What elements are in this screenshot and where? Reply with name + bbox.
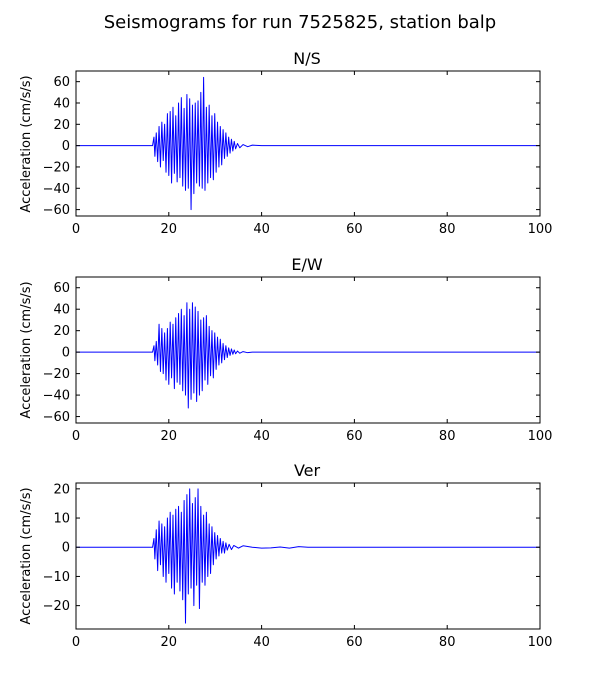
y-tick-label-ns-20: 20 — [53, 118, 70, 133]
y-tick-label-ver-10: 10 — [53, 512, 70, 527]
panel-title-ver: Ver — [294, 461, 321, 480]
x-tick-label-ver-20: 20 — [161, 635, 178, 650]
panel-ver: Ver Acceleration (cm/s/s) 0 20 40 60 80 100−2… — [19, 461, 552, 650]
y-tick-label-ns-60: 60 — [53, 75, 70, 90]
panel-ew: E/W Acceleration (cm/s/s) 0 20 40 60 80 100 −6… — [19, 255, 552, 444]
y-tick-label-ns-40: 40 — [53, 96, 70, 111]
y-axis-label-ns: Acceleration (cm/s/s) — [19, 75, 34, 212]
x-tick-label-ver-0: 0 — [72, 635, 80, 650]
x-tick-label-ns-20: 20 — [161, 222, 178, 237]
y-tick-label-ver--10: −10 — [43, 570, 70, 585]
y-tick-label-ew-20: 20 — [53, 324, 70, 339]
y-tick-label-ew--60: −60 — [43, 410, 70, 425]
x-tick-label-ns-60: 60 — [346, 222, 363, 237]
plot-area-ew: 0 20 40 60 80 100 −60 −40 −20 0 20 40 60 — [43, 276, 553, 444]
x-tick-label-ew-100: 100 — [528, 429, 553, 444]
axes-frame-ver — [75, 482, 541, 630]
plot-area-ver: 0 20 40 60 80 100 −20 −10 0 10 20 — [43, 482, 553, 650]
y-axis-label-ew: Acceleration (cm/s/s) — [19, 281, 34, 418]
y-axis-label-ver: Acceleration (cm/s/s) — [19, 487, 34, 624]
y-tick-label-ew--20: −20 — [43, 367, 70, 382]
panel-ns: N/S Acceleration (cm/s/s) 0 20 40 60 80 100 −6… — [19, 49, 552, 237]
x-tick-label-ns-80: 80 — [439, 222, 456, 237]
x-tick-label-ew-20: 20 — [161, 429, 178, 444]
x-tick-label-ew-40: 40 — [253, 429, 270, 444]
x-tick-label-ver-100: 100 — [528, 635, 553, 650]
x-tick-label-ver-60: 60 — [346, 635, 363, 650]
trace-ew-0 — [76, 302, 540, 409]
y-tick-label-ew-40: 40 — [53, 303, 70, 318]
y-tick-label-ver-0: 0 — [62, 541, 70, 556]
axes-frame-ew — [75, 276, 541, 424]
y-tick-label-ns--40: −40 — [43, 182, 70, 197]
x-tick-label-ver-80: 80 — [439, 635, 456, 650]
y-tick-label-ew-60: 60 — [53, 281, 70, 296]
x-tick-label-ew-80: 80 — [439, 429, 456, 444]
trace-ns-0 — [76, 76, 540, 211]
y-tick-label-ew--40: −40 — [43, 389, 70, 404]
figure-title: Seismograms for run 7525825, station bal… — [104, 12, 496, 33]
y-tick-label-ns-0: 0 — [62, 139, 70, 154]
panel-title-ew: E/W — [291, 255, 323, 274]
y-tick-label-ns--20: −20 — [43, 160, 70, 175]
x-tick-label-ns-100: 100 — [528, 222, 553, 237]
y-tick-label-ns--60: −60 — [43, 203, 70, 218]
x-tick-label-ew-0: 0 — [72, 429, 80, 444]
x-tick-label-ns-0: 0 — [72, 222, 80, 237]
trace-ver-0 — [76, 488, 540, 624]
axes-frame-ns — [75, 70, 541, 217]
plot-area-ns: 0 20 40 60 80 100 −60 −40 −20 0 20 40 60 — [43, 70, 553, 237]
x-tick-label-ver-40: 40 — [253, 635, 270, 650]
y-tick-label-ver-20: 20 — [53, 482, 70, 497]
x-tick-label-ew-60: 60 — [346, 429, 363, 444]
y-tick-label-ver--20: −20 — [43, 599, 70, 614]
y-tick-label-ew-0: 0 — [62, 346, 70, 361]
panel-title-ns: N/S — [293, 49, 321, 68]
x-tick-label-ns-40: 40 — [253, 222, 270, 237]
